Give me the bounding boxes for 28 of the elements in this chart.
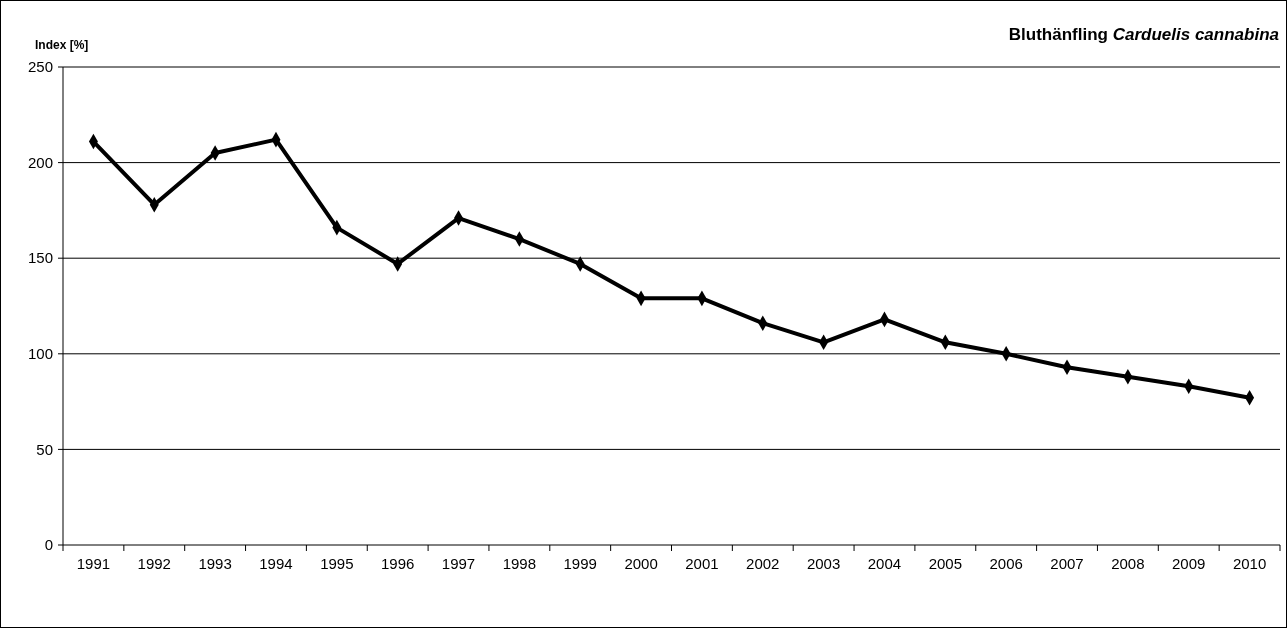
x-tick-label: 2010 bbox=[1232, 555, 1267, 572]
x-tick-label: 1999 bbox=[563, 555, 597, 572]
x-tick-label: 1995 bbox=[320, 555, 354, 572]
x-tick-label: 2008 bbox=[1111, 555, 1145, 572]
x-tick-label: 2006 bbox=[989, 555, 1023, 572]
y-tick-label: 0 bbox=[44, 536, 53, 554]
y-axis-title: Index [%] bbox=[35, 38, 89, 52]
x-tick-label: 1997 bbox=[441, 555, 476, 572]
y-tick-label: 50 bbox=[36, 440, 53, 458]
y-tick-label: 100 bbox=[27, 345, 53, 363]
x-tick-label: 2005 bbox=[928, 555, 963, 572]
y-tick-label: 250 bbox=[27, 58, 53, 76]
x-tick-label: 1993 bbox=[198, 555, 232, 572]
y-tick-label: 200 bbox=[27, 153, 53, 171]
x-tick-label: 2000 bbox=[624, 555, 658, 572]
x-tick-label: 2002 bbox=[746, 555, 780, 572]
x-tick-label: 2009 bbox=[1172, 555, 1206, 572]
x-tick-label: 2001 bbox=[685, 555, 719, 572]
y-tick-label: 150 bbox=[27, 249, 53, 267]
x-tick-label: 1992 bbox=[137, 555, 171, 572]
x-tick-label: 1998 bbox=[502, 555, 537, 572]
x-tick-label: 1994 bbox=[259, 555, 293, 572]
x-tick-label: 2003 bbox=[806, 555, 841, 572]
x-tick-label: 1996 bbox=[380, 555, 415, 572]
x-tick-label: 2007 bbox=[1050, 555, 1084, 572]
chart-title: Bluthänfling Carduelis cannabina bbox=[1008, 25, 1279, 44]
x-tick-label: 1991 bbox=[76, 555, 111, 572]
x-tick-label: 2004 bbox=[867, 555, 902, 572]
